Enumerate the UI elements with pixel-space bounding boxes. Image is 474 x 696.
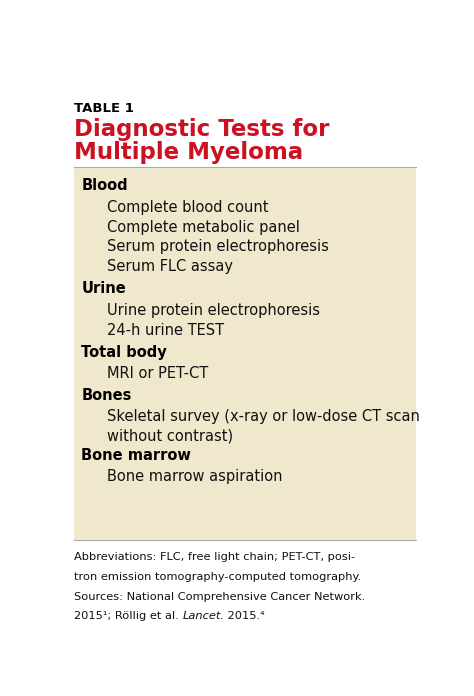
Text: Multiple Myeloma: Multiple Myeloma (74, 141, 303, 164)
Text: Urine protein electrophoresis: Urine protein electrophoresis (107, 303, 320, 317)
Text: Complete metabolic panel: Complete metabolic panel (107, 220, 300, 235)
Text: Diagnostic Tests for: Diagnostic Tests for (74, 118, 329, 141)
Text: 24-h urine TEST: 24-h urine TEST (107, 322, 224, 338)
Text: Bone marrow: Bone marrow (82, 448, 191, 463)
Text: MRI or PET-CT: MRI or PET-CT (107, 366, 208, 381)
Text: Bones: Bones (82, 388, 132, 403)
Text: tron emission tomography-computed tomography.: tron emission tomography-computed tomogr… (74, 571, 361, 582)
Text: 2015¹; Röllig et al.: 2015¹; Röllig et al. (74, 611, 182, 622)
Text: Serum protein electrophoresis: Serum protein electrophoresis (107, 239, 329, 255)
Text: Total body: Total body (82, 345, 167, 360)
Text: Lancet.: Lancet. (182, 611, 224, 622)
Text: Skeletal survey (x-ray or low-dose CT scan
without contrast): Skeletal survey (x-ray or low-dose CT sc… (107, 409, 420, 443)
Text: Blood: Blood (82, 178, 128, 193)
Text: Serum FLC assay: Serum FLC assay (107, 260, 233, 274)
Text: Urine: Urine (82, 281, 126, 296)
FancyBboxPatch shape (74, 166, 416, 540)
Text: Abbreviations: FLC, free light chain; PET-CT, posi-: Abbreviations: FLC, free light chain; PE… (74, 552, 355, 562)
Text: TABLE 1: TABLE 1 (74, 102, 134, 116)
Text: Complete blood count: Complete blood count (107, 200, 268, 215)
Text: 2015.⁴: 2015.⁴ (224, 611, 265, 622)
Text: Sources: National Comprehensive Cancer Network.: Sources: National Comprehensive Cancer N… (74, 592, 365, 601)
Text: Bone marrow aspiration: Bone marrow aspiration (107, 469, 283, 484)
